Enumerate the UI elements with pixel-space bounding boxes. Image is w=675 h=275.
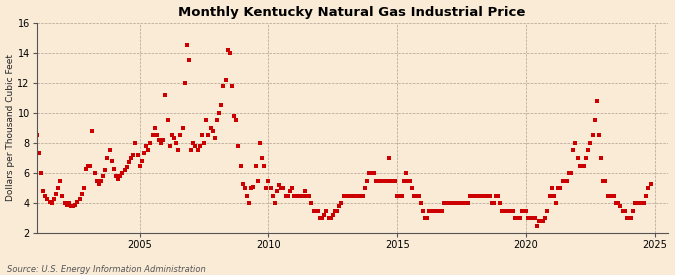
Text: Source: U.S. Energy Information Administration: Source: U.S. Energy Information Administ…: [7, 265, 205, 274]
Y-axis label: Dollars per Thousand Cubic Feet: Dollars per Thousand Cubic Feet: [5, 54, 15, 201]
Title: Monthly Kentucky Natural Gas Industrial Price: Monthly Kentucky Natural Gas Industrial …: [178, 6, 526, 18]
